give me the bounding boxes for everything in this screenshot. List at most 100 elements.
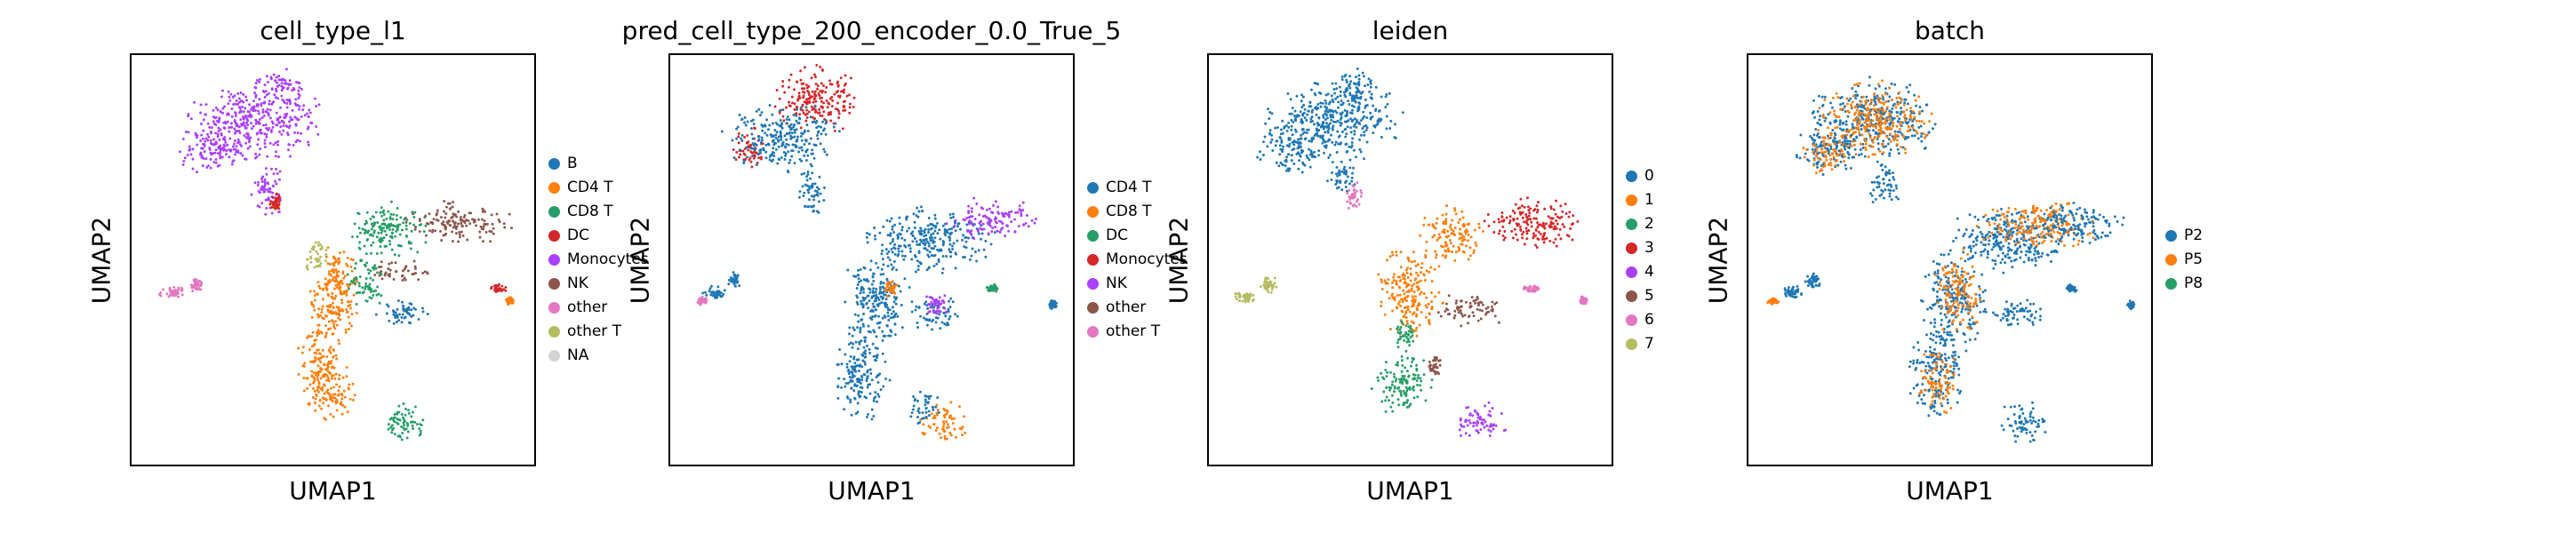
cell-point <box>779 131 782 135</box>
cell-point <box>848 360 852 363</box>
cell-point <box>1319 105 1323 108</box>
cell-point <box>340 279 343 282</box>
cell-point <box>1386 282 1389 285</box>
cell-point <box>1352 124 1356 128</box>
cell-point <box>1353 132 1356 136</box>
cell-point <box>860 339 863 343</box>
cell-point <box>967 204 971 208</box>
cell-point <box>1520 204 1524 208</box>
cell-point <box>418 223 421 227</box>
cell-point <box>933 417 937 419</box>
cell-point <box>864 355 868 359</box>
cell-point <box>1345 78 1348 82</box>
cell-point <box>257 190 260 193</box>
cell-point <box>462 216 466 219</box>
cell-point <box>380 260 383 264</box>
cell-point <box>400 315 404 319</box>
cell-point <box>999 227 1003 231</box>
cell-cluster-nk <box>372 259 429 282</box>
cell-point <box>1486 306 1490 309</box>
cell-point <box>881 243 884 247</box>
cell-cluster-0 <box>1331 67 1378 110</box>
cell-point <box>308 250 312 253</box>
cell-point <box>890 263 893 266</box>
cell-point <box>766 142 770 146</box>
cell-point <box>827 113 830 116</box>
cell-point <box>402 402 405 405</box>
cell-point <box>310 345 314 348</box>
cell-point <box>297 97 300 99</box>
cell-point <box>885 252 889 256</box>
cell-point <box>1349 202 1353 205</box>
cell-point <box>964 219 966 222</box>
cell-point <box>349 265 353 268</box>
cell-point <box>1353 94 1356 98</box>
cell-point <box>740 137 743 140</box>
cell-point <box>337 338 340 342</box>
cell-point <box>415 422 419 426</box>
cell-point <box>1396 346 1400 349</box>
cell-point <box>1324 99 1327 102</box>
cell-point <box>298 139 301 143</box>
cell-point <box>1393 136 1396 139</box>
cell-point <box>860 279 863 282</box>
cell-point <box>268 141 272 145</box>
cell-point <box>855 286 859 290</box>
cell-point <box>310 300 314 304</box>
cell-point <box>1351 171 1354 175</box>
cell-point <box>927 266 931 270</box>
cell-point <box>444 226 448 229</box>
cell-point <box>1372 124 1376 128</box>
cell-point <box>263 100 267 104</box>
cell-point <box>812 198 816 202</box>
cell-point <box>177 295 180 298</box>
cell-point <box>924 234 928 237</box>
cell-point <box>317 352 321 355</box>
cell-point <box>316 257 320 260</box>
cell-point <box>860 386 864 389</box>
cell-point <box>1505 216 1508 219</box>
cell-point <box>875 261 878 265</box>
cell-point <box>257 180 260 184</box>
cell-point <box>331 400 334 403</box>
cell-point <box>325 355 329 359</box>
cell-point <box>741 149 745 153</box>
cell-point <box>951 212 955 216</box>
cell-point <box>477 218 480 221</box>
cell-point <box>803 191 806 195</box>
cell-point <box>1418 323 1421 327</box>
cell-point <box>934 298 938 301</box>
cell-point <box>363 244 366 248</box>
cell-point <box>445 205 448 209</box>
cell-point <box>930 301 933 305</box>
cell-point <box>379 241 382 244</box>
cell-point <box>338 306 341 310</box>
cell-point <box>330 262 333 266</box>
cell-point <box>372 293 375 297</box>
cell-point <box>853 313 857 316</box>
cell-point <box>1322 151 1325 155</box>
cell-point <box>1416 395 1420 399</box>
cell-point <box>1485 311 1489 314</box>
cell-point <box>252 105 256 108</box>
cell-point <box>324 259 328 263</box>
cell-point <box>925 295 928 298</box>
cell-point <box>334 320 338 323</box>
cell-point <box>1336 179 1340 183</box>
cell-point <box>980 237 982 241</box>
cell-point <box>244 141 248 145</box>
cell-point <box>330 377 333 380</box>
cell-point <box>329 304 332 307</box>
cell-point <box>932 232 935 235</box>
cell-point <box>316 378 320 382</box>
cell-point <box>1271 149 1275 152</box>
cell-cluster-cd4-t <box>836 326 892 421</box>
cell-point <box>886 264 890 267</box>
cell-point <box>451 230 453 234</box>
cell-point <box>350 324 353 328</box>
cell-point <box>1436 238 1439 242</box>
cell-point <box>1410 287 1413 290</box>
cell-point <box>1493 302 1497 306</box>
cell-point <box>997 212 1000 215</box>
cell-point <box>874 346 877 350</box>
